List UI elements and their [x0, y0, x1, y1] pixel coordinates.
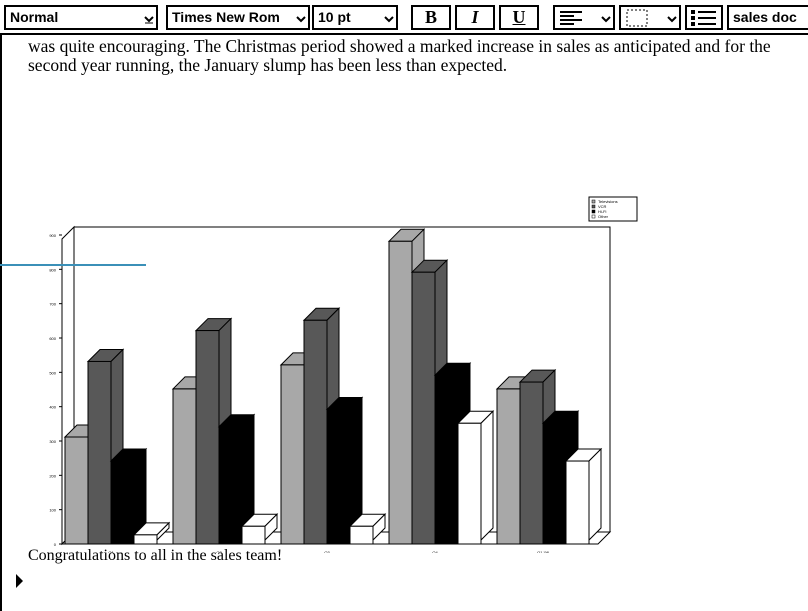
border-dropdown[interactable]: [619, 5, 681, 30]
bar: [195, 330, 220, 545]
align-left-icon: [560, 11, 582, 25]
chevron-down-icon: [601, 16, 611, 23]
legend-swatch: [591, 204, 596, 209]
x-tick-label: Q4: [432, 550, 438, 553]
font-dropdown[interactable]: Times New Rom: [166, 5, 310, 30]
bar: [218, 426, 243, 545]
formatting-toolbar: Normal Times New Rom 10 pt B I U sales d…: [0, 0, 808, 35]
y-tick-label: 400: [49, 405, 56, 410]
y-tick-label: 500: [49, 370, 56, 375]
style-value: Normal: [10, 9, 59, 25]
bar: [349, 525, 374, 545]
chevron-down-icon: [296, 16, 306, 23]
bullet-list-button[interactable]: [685, 5, 723, 30]
bar: [64, 436, 89, 545]
legend-swatch: [591, 209, 596, 214]
legend-label: VCR: [598, 204, 607, 209]
font-size-value: 10 pt: [318, 9, 351, 25]
italic-button[interactable]: I: [455, 5, 495, 30]
bar: [519, 381, 544, 545]
bar: [565, 460, 590, 545]
y-tick-label: 900: [49, 233, 56, 238]
bar: [542, 422, 567, 545]
bar: [133, 534, 158, 545]
x-tick-label: Q3: [324, 550, 330, 553]
chart-back-wall: [74, 226, 611, 532]
bar: [326, 409, 351, 545]
selection-line: [0, 264, 146, 266]
bar: [411, 271, 436, 545]
legend-swatch: [591, 214, 596, 219]
closing-paragraph: Congratulations to all in the sales team…: [28, 547, 283, 564]
legend-label: Televisions: [598, 199, 618, 204]
legend-label: Hi-Fi: [598, 209, 607, 214]
document-title: sales doc: [727, 5, 808, 30]
y-tick-label: 800: [49, 267, 56, 272]
x-tick-label: Q1: [108, 550, 114, 553]
bar: [87, 360, 112, 545]
bar: [496, 388, 521, 545]
bar-side: [588, 447, 602, 542]
font-value: Times New Rom: [172, 9, 280, 25]
y-tick-label: 700: [49, 302, 56, 307]
bar-side: [480, 410, 494, 542]
document-title-text: sales doc: [733, 9, 797, 25]
y-tick-label: 600: [49, 336, 56, 341]
x-tick-label: Q1 '98: [537, 550, 549, 553]
style-dropdown[interactable]: Normal: [4, 5, 158, 30]
border-icon: [626, 9, 648, 27]
underline-button[interactable]: U: [499, 5, 539, 30]
alignment-dropdown[interactable]: [553, 5, 615, 30]
body-paragraph: was quite encouraging. The Christmas per…: [28, 36, 771, 75]
x-tick-label: Q2: [216, 550, 222, 553]
bold-button[interactable]: B: [411, 5, 451, 30]
bar: [241, 525, 266, 545]
document-area[interactable]: was quite encouraging. The Christmas per…: [0, 33, 808, 611]
bar: [457, 422, 482, 545]
chevron-down-icon: [384, 16, 394, 23]
y-tick-label: 200: [49, 473, 56, 478]
bar: [110, 460, 135, 545]
bar: [280, 364, 305, 545]
bar: [434, 374, 459, 545]
legend-label: Other: [598, 214, 609, 219]
bar: [388, 240, 413, 545]
legend-swatch: [591, 199, 596, 204]
bar: [172, 388, 197, 545]
bar: [303, 319, 328, 545]
y-tick-label: 100: [49, 508, 56, 513]
font-size-dropdown[interactable]: 10 pt: [312, 5, 398, 30]
sales-bar-chart[interactable]: 0 100 200 300 400 500 600 700 800 900 Q1 Q2 Q3 Q4 Q1 '…: [2, 153, 808, 553]
y-tick-label: 300: [49, 439, 56, 444]
chevron-down-icon: [144, 16, 154, 24]
chevron-down-icon: [667, 16, 677, 23]
insertion-arrow-icon: [16, 574, 23, 588]
chart-legend: [588, 196, 638, 222]
bullet-list-icon: [691, 10, 716, 26]
y-tick-label: 0: [54, 542, 57, 547]
